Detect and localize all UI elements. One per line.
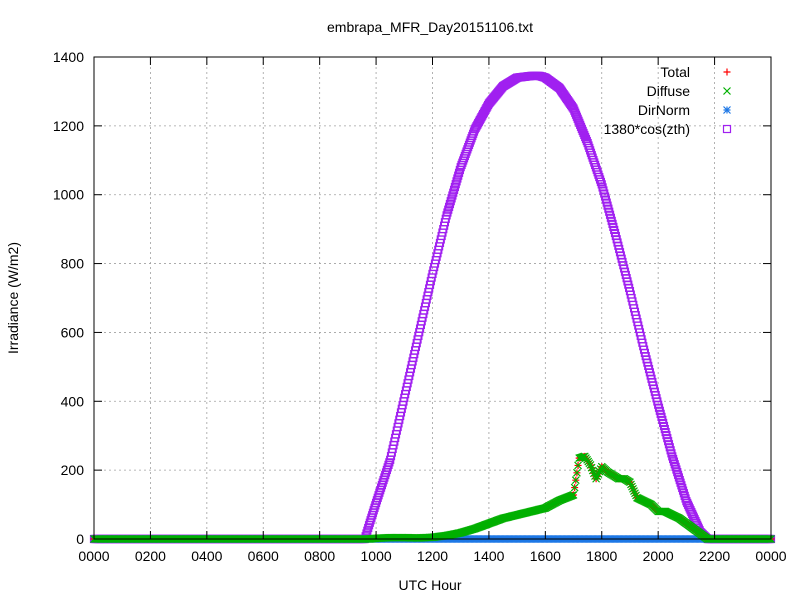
- data-point: [670, 460, 679, 469]
- data-point: [573, 468, 581, 477]
- data-point: [626, 478, 634, 487]
- legend-marker: [723, 87, 731, 95]
- x-tick-label: 2200: [699, 548, 730, 564]
- data-point: [596, 177, 606, 187]
- x-tick-label: 1400: [473, 548, 504, 564]
- data-point: [574, 461, 582, 470]
- chart-title: embrapa_MFR_Day20151106.txt: [327, 19, 533, 35]
- data-point: [447, 194, 456, 203]
- data-point: [446, 197, 455, 206]
- data-point: [452, 177, 461, 186]
- data-point: [445, 199, 455, 209]
- data-point: [454, 171, 463, 180]
- legend-label: Diffuse: [647, 83, 691, 99]
- x-tick-label: 1800: [586, 548, 617, 564]
- y-tick-label: 200: [61, 462, 85, 478]
- legend-marker: [723, 106, 731, 114]
- grid-lines: [94, 57, 771, 539]
- data-point: [631, 489, 639, 498]
- data-point: [384, 460, 393, 469]
- data-point: [628, 482, 636, 491]
- x-tick-label: 1200: [417, 548, 448, 564]
- data-point: [627, 480, 635, 489]
- data-point: [444, 205, 453, 214]
- data-point: [449, 185, 459, 194]
- x-tick-label: 0200: [135, 548, 166, 564]
- data-point: [570, 483, 579, 492]
- data-point: [444, 202, 454, 211]
- y-tick-label: 0: [76, 531, 84, 547]
- data-point: [668, 452, 677, 461]
- data-point: [674, 473, 684, 482]
- data-point: [443, 208, 452, 217]
- x-tick-label: 1000: [361, 548, 392, 564]
- data-point: [593, 472, 602, 481]
- data-point: [629, 484, 637, 493]
- data-point: [673, 470, 683, 479]
- x-tick-label: 0000: [755, 548, 786, 564]
- x-tick-label: 1600: [530, 548, 561, 564]
- data-point: [672, 465, 681, 474]
- data-point: [671, 462, 680, 472]
- data-point: [676, 478, 685, 487]
- data-point: [592, 474, 601, 483]
- data-point: [385, 458, 394, 467]
- legend-label: Total: [660, 64, 690, 80]
- data-point: [569, 491, 578, 499]
- x-tick-label: 0000: [78, 548, 109, 564]
- data-point: [451, 180, 460, 189]
- y-tick-label: 1200: [53, 118, 84, 134]
- x-axis-label: UTC Hour: [398, 577, 461, 593]
- data-point: [678, 486, 688, 495]
- y-axis-label: Irradiance (W/m2): [5, 242, 21, 354]
- data-point: [363, 526, 372, 535]
- data-point: [450, 182, 460, 192]
- y-tick-label: 400: [61, 393, 85, 409]
- x-tick-label: 0400: [191, 548, 222, 564]
- x-tick-label: 0800: [304, 548, 335, 564]
- data-point: [595, 175, 605, 184]
- x-tick-label: 0600: [248, 548, 279, 564]
- data-point: [449, 188, 458, 197]
- data-point: [679, 489, 688, 498]
- data-point: [669, 454, 678, 464]
- data-point: [681, 494, 690, 503]
- legend-label: 1380*cos(zth): [604, 121, 690, 137]
- y-tick-label: 1000: [53, 187, 84, 203]
- data-point: [364, 523, 373, 533]
- legend: Total Diffuse DirNorm 1380*cos(zth): [604, 64, 732, 137]
- data-point: [675, 475, 684, 485]
- data-point: [571, 476, 580, 485]
- data-point: [630, 487, 638, 495]
- y-tick-label: 1400: [53, 49, 84, 65]
- data-point: [673, 468, 682, 477]
- legend-marker: [723, 68, 731, 76]
- legend-marker: [722, 124, 732, 134]
- data-point: [677, 481, 686, 490]
- y-tick-label: 600: [61, 324, 85, 340]
- y-tick-label: 800: [61, 256, 85, 272]
- x-tick-label: 2000: [643, 548, 674, 564]
- data-point: [448, 191, 457, 200]
- data-point: [454, 168, 464, 177]
- data-point: [453, 174, 462, 183]
- axis-ticks: 0000 0200 0400 0600 0800 1000 1200 1400 1600 1800…: [53, 49, 787, 564]
- data-point: [678, 483, 687, 493]
- data-point: [442, 211, 451, 220]
- legend-label: DirNorm: [638, 102, 690, 118]
- data-point: [669, 457, 679, 466]
